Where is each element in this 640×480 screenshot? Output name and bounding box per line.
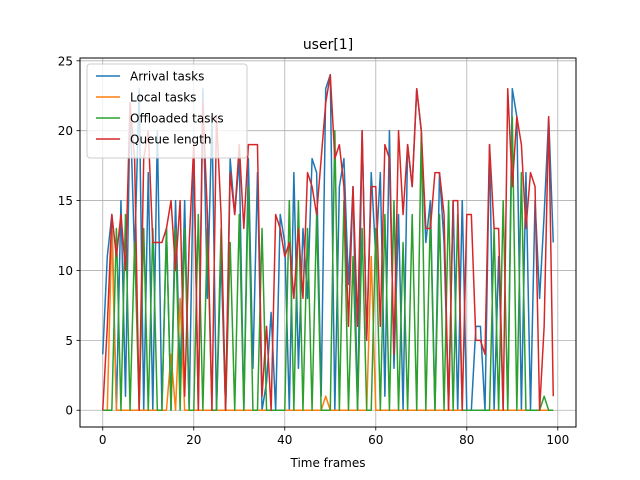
x-tick-label: 100 <box>546 433 569 447</box>
series-line-queue-length <box>102 74 554 411</box>
y-tick-label: 15 <box>58 194 73 208</box>
legend-label: Arrival tasks <box>130 70 204 84</box>
plot-frame <box>79 57 577 428</box>
legend: Arrival tasks Local tasks Offloaded tasks Q… <box>86 63 248 159</box>
legend-box <box>86 63 248 159</box>
x-tick-label: 80 <box>459 433 474 447</box>
legend-label: Offloaded tasks <box>130 112 224 126</box>
series-lines <box>102 74 554 411</box>
series-line-offloaded-tasks <box>102 115 554 411</box>
y-tick-label: 25 <box>58 54 73 68</box>
y-tick-label: 10 <box>58 264 73 278</box>
x-tick-label: 40 <box>277 433 292 447</box>
axis-ticks: 0 20 40 60 80 100 0 5 10 15 20 25 <box>58 54 570 447</box>
y-tick-label: 0 <box>65 404 73 418</box>
x-tick-label: 0 <box>99 433 107 447</box>
x-tick-label: 20 <box>186 433 201 447</box>
legend-label: Local tasks <box>130 91 196 105</box>
legend-label: Queue length <box>130 133 212 147</box>
y-tick-label: 20 <box>58 124 73 138</box>
chart-title: user[1] <box>303 37 353 53</box>
x-tick-label: 60 <box>368 433 383 447</box>
x-axis-label: Time frames <box>289 456 365 470</box>
y-tick-label: 5 <box>65 334 73 348</box>
